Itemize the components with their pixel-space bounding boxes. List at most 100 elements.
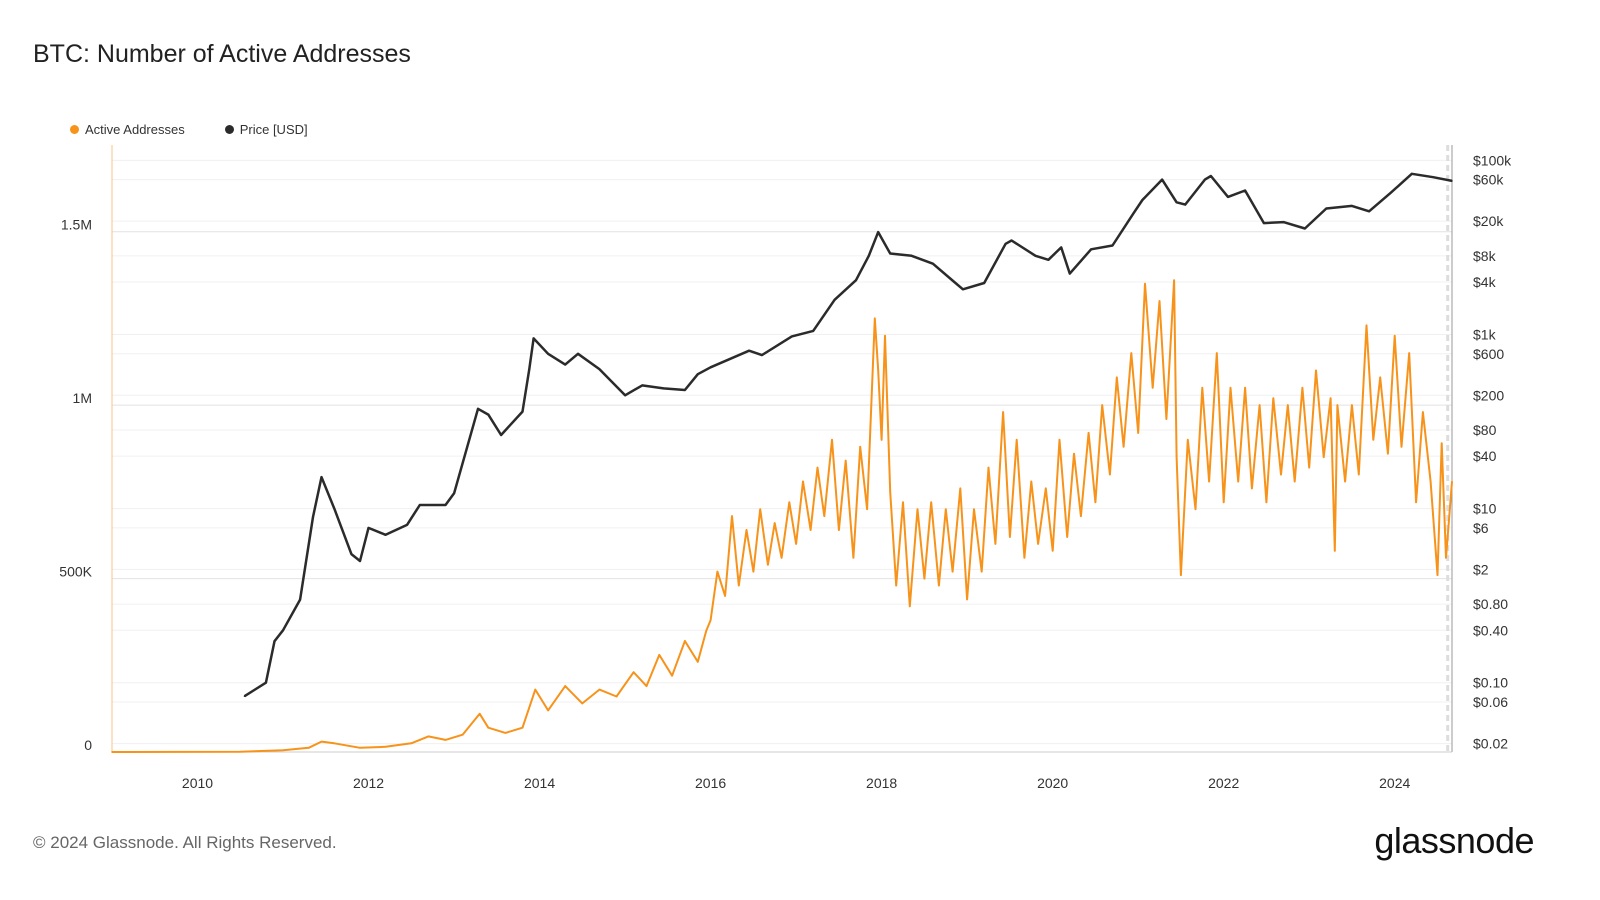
right-tick-label: $200 — [1473, 387, 1504, 403]
left-tick-label: 1M — [73, 390, 92, 406]
point-active-addresses — [1137, 432, 1139, 434]
point-active-addresses — [1201, 387, 1204, 389]
point-price — [320, 476, 323, 478]
point-price — [1282, 221, 1285, 223]
legend-item-active-addresses[interactable]: Active Addresses — [70, 122, 185, 137]
point-active-addresses — [767, 563, 769, 566]
point-active-addresses — [944, 508, 947, 511]
point-active-addresses — [923, 577, 926, 580]
point-active-addresses — [1308, 466, 1310, 469]
point-active-addresses — [564, 685, 567, 687]
x-tick-label: 2014 — [524, 775, 555, 791]
point-active-addresses — [1436, 574, 1439, 576]
point-active-addresses — [547, 709, 549, 712]
point-price — [1141, 199, 1144, 201]
point-active-addresses — [1194, 508, 1197, 511]
legend: Active Addresses Price [USD] — [70, 122, 308, 137]
point-price — [477, 407, 479, 410]
point-active-addresses — [658, 654, 661, 656]
point-active-addresses — [1180, 574, 1182, 576]
point-active-addresses — [759, 508, 761, 511]
point-price — [1090, 248, 1092, 251]
point-active-addresses — [239, 750, 242, 753]
point-active-addresses — [1440, 442, 1443, 445]
point-active-addresses — [1379, 376, 1381, 379]
point-price — [1111, 244, 1114, 247]
right-tick-label: $100k — [1473, 152, 1512, 168]
point-price — [359, 560, 361, 562]
point-price — [1210, 175, 1212, 177]
point-active-addresses — [809, 529, 812, 531]
point-price — [1304, 227, 1306, 230]
left-tick-label: 500K — [59, 564, 92, 580]
chart-title: BTC: Number of Active Addresses — [33, 40, 411, 68]
point-price — [406, 524, 408, 526]
point-price — [265, 681, 267, 684]
point-active-addresses — [973, 508, 975, 511]
point-active-addresses — [1265, 501, 1268, 504]
point-price — [1184, 203, 1186, 206]
point-active-addresses — [1237, 480, 1240, 483]
point-active-addresses — [745, 529, 748, 531]
point-price — [812, 330, 815, 332]
point-active-addresses — [444, 739, 447, 741]
point-price — [1068, 272, 1071, 275]
point-active-addresses — [1315, 369, 1317, 372]
point-active-addresses — [645, 685, 648, 687]
legend-label: Active Addresses — [85, 122, 185, 137]
point-active-addresses — [615, 695, 618, 698]
point-price — [453, 492, 455, 495]
point-active-addresses — [852, 556, 855, 559]
point-price — [1010, 239, 1013, 242]
x-tick-label: 2012 — [353, 775, 384, 791]
point-price — [910, 255, 913, 257]
point-active-addresses — [831, 439, 833, 441]
legend-marker-black — [224, 125, 234, 134]
legend-item-price[interactable]: Price [USD] — [224, 122, 308, 137]
point-active-addresses — [1051, 550, 1054, 552]
left-tick-label: 0 — [84, 737, 92, 753]
point-price — [983, 282, 986, 284]
point-active-addresses — [427, 735, 430, 738]
point-active-addresses — [709, 619, 712, 621]
point-price — [791, 335, 793, 338]
right-tick-label: $0.06 — [1473, 694, 1508, 710]
point-active-addresses — [1186, 439, 1189, 441]
point-active-addresses — [598, 688, 601, 691]
point-active-addresses — [1087, 432, 1090, 434]
point-price — [1411, 173, 1413, 175]
point-price — [1432, 176, 1434, 179]
point-active-addresses — [980, 570, 983, 573]
x-tick-label: 2020 — [1037, 775, 1068, 791]
point-active-addresses — [1151, 387, 1154, 389]
point-price — [662, 387, 665, 390]
right-tick-label: $6 — [1473, 520, 1489, 536]
point-active-addresses — [889, 491, 891, 493]
point-active-addresses — [716, 570, 719, 573]
point-price — [696, 373, 699, 375]
point-active-addresses — [1173, 279, 1175, 282]
right-tick-label: $0.02 — [1473, 736, 1508, 752]
point-active-addresses — [859, 445, 862, 448]
point-active-addresses — [788, 501, 791, 504]
point-price — [748, 349, 750, 352]
point-active-addresses — [959, 487, 962, 490]
point-active-addresses — [1429, 480, 1432, 483]
point-active-addresses — [1415, 501, 1417, 504]
point-active-addresses — [1293, 480, 1296, 483]
point-price — [312, 516, 314, 518]
point-active-addresses — [1037, 543, 1039, 545]
point-price — [833, 299, 836, 301]
point-price — [487, 413, 490, 416]
point-price — [1389, 192, 1392, 194]
point-price — [598, 368, 601, 370]
point-active-addresses — [1336, 404, 1339, 406]
point-active-addresses — [671, 674, 673, 677]
point-active-addresses — [1222, 501, 1225, 504]
point-price — [1060, 246, 1063, 249]
x-tick-label: 2010 — [182, 775, 213, 791]
point-price — [1034, 255, 1037, 257]
point-active-addresses — [282, 749, 284, 752]
point-active-addresses — [1058, 439, 1061, 441]
